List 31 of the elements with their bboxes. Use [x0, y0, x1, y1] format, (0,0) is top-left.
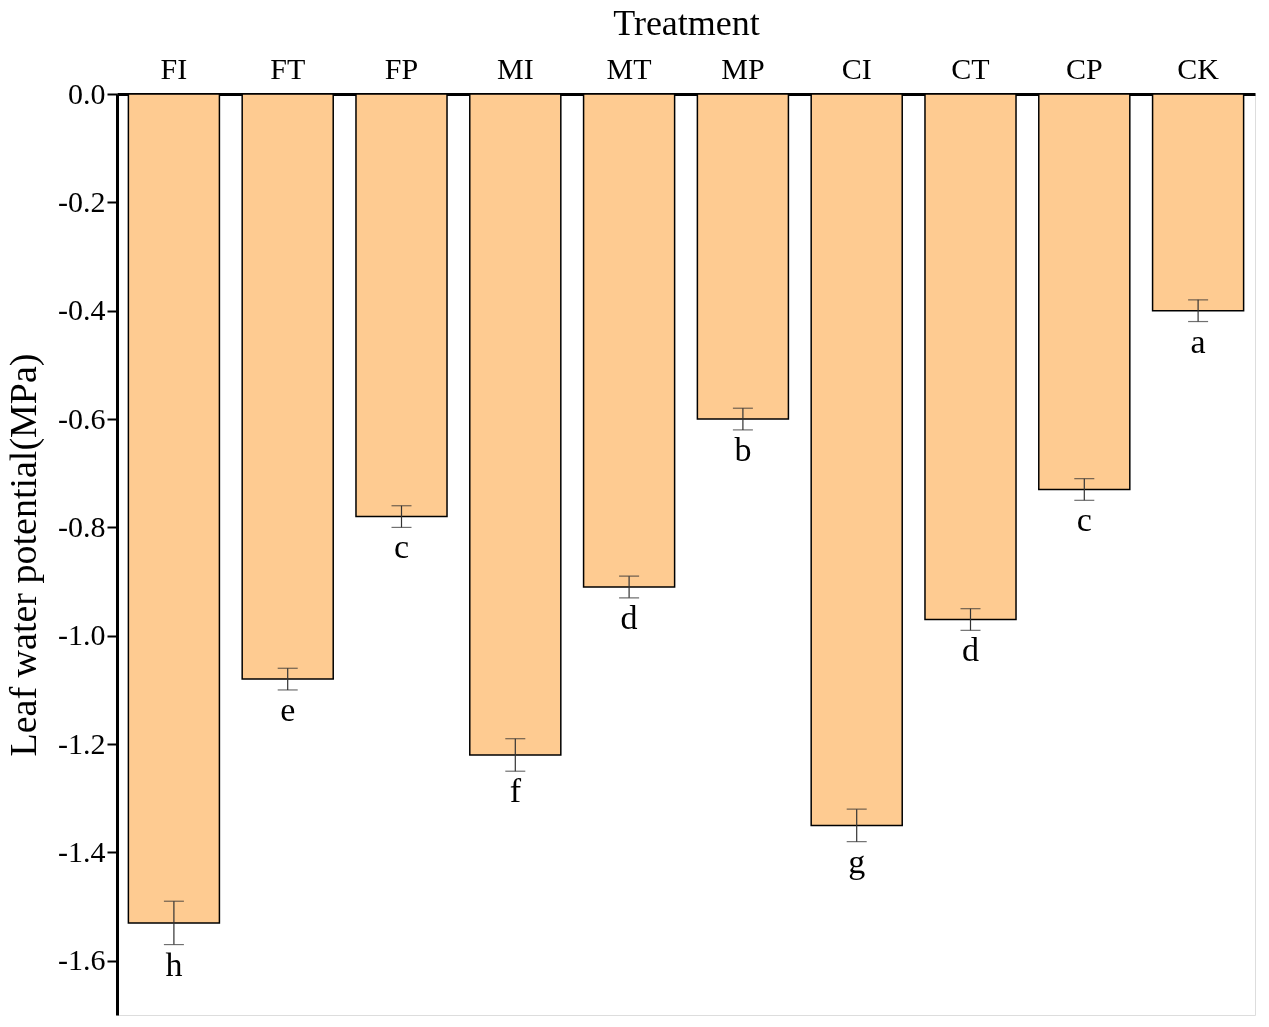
annotation: h [165, 945, 183, 983]
y-tick-label: -1.0 [58, 618, 106, 652]
x-tick-label: CT [951, 51, 990, 85]
annotation: e [280, 690, 296, 728]
x-tick-label: MT [606, 51, 652, 85]
x-tick-label: MI [496, 51, 534, 85]
y-tick-label: -1.2 [58, 726, 106, 760]
x-tick-label: FP [384, 51, 419, 85]
x-tick-label: CK [1177, 51, 1220, 85]
x-tick-label: FT [270, 51, 306, 85]
x-tick-label: CI [841, 51, 872, 85]
x-tick-label: CP [1065, 51, 1103, 85]
annotation: b [734, 430, 752, 468]
annotation: d [962, 631, 979, 669]
y-axis-title: Leaf water potential(MPa) [2, 353, 46, 757]
annotation: c [393, 528, 410, 566]
y-tick-label: -0.2 [58, 184, 106, 218]
annotation: a [1190, 322, 1206, 360]
annotation: f [509, 772, 522, 810]
x-tick-label: MP [721, 51, 765, 85]
y-tick-label: -0.4 [58, 293, 106, 327]
x-axis-title: Treatment [613, 2, 760, 43]
y-tick-label: -1.4 [58, 834, 106, 868]
y-tick-label: -0.8 [58, 509, 106, 543]
y-tick-label: 0.0 [68, 76, 106, 110]
annotation: c [1076, 501, 1092, 539]
annotation: d [620, 598, 638, 636]
annotation: g [848, 842, 866, 880]
y-tick-label: -1.6 [58, 943, 106, 977]
y-tick-label: -0.6 [58, 401, 106, 435]
x-tick-label: FI [160, 51, 188, 85]
